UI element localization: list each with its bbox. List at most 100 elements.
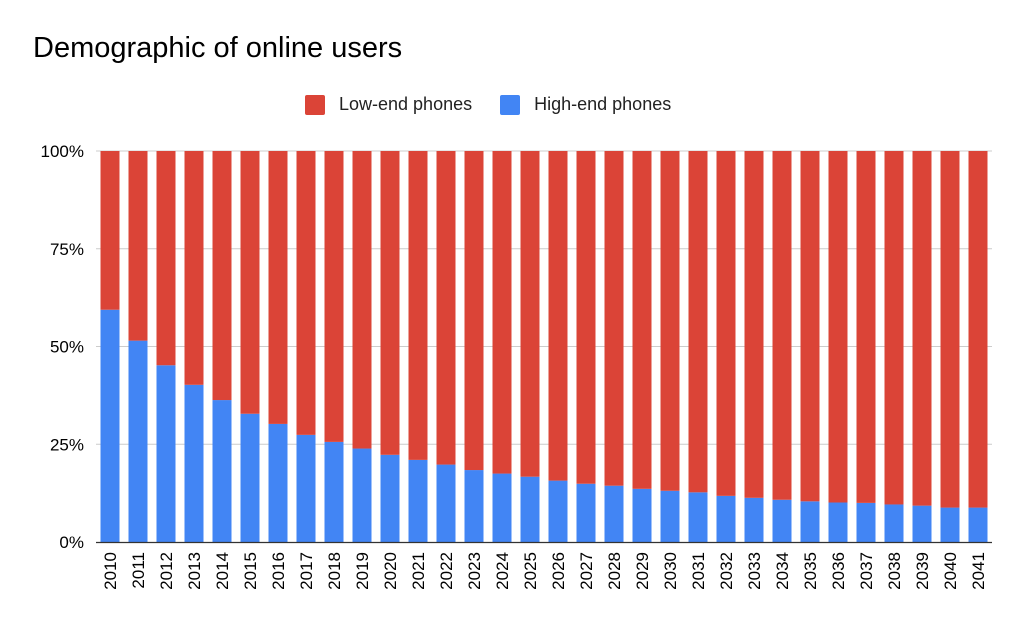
bar-high-end-2012 — [156, 365, 176, 542]
bar-high-end-2033 — [744, 497, 764, 542]
x-tick-label: 2036 — [829, 552, 848, 590]
legend-swatch-high-end — [500, 94, 521, 115]
bars — [100, 151, 988, 542]
bar-low-end-2015 — [240, 151, 260, 414]
bar-high-end-2025 — [520, 476, 540, 542]
x-tick-label: 2041 — [969, 552, 988, 590]
y-tick-label: 25% — [50, 435, 84, 454]
x-tick-label: 2026 — [549, 552, 568, 590]
x-tick-label: 2029 — [633, 552, 652, 590]
x-tick-label: 2027 — [577, 552, 596, 590]
bar-high-end-2037 — [856, 502, 876, 542]
bar-low-end-2012 — [156, 151, 176, 366]
y-tick-label: 50% — [50, 338, 84, 357]
bar-low-end-2033 — [744, 151, 764, 498]
bar-high-end-2014 — [212, 400, 232, 542]
bar-high-end-2039 — [912, 505, 932, 542]
y-tick-label: 75% — [50, 240, 84, 259]
x-tick-label: 2020 — [381, 552, 400, 590]
bar-low-end-2024 — [492, 151, 512, 474]
x-tick-label: 2028 — [605, 552, 624, 590]
bar-high-end-2034 — [772, 499, 792, 542]
x-tick-label: 2031 — [689, 552, 708, 590]
x-tick-label: 2023 — [465, 552, 484, 590]
bar-low-end-2028 — [604, 151, 624, 486]
bar-low-end-2036 — [828, 151, 848, 503]
x-tick-label: 2025 — [521, 552, 540, 590]
bar-low-end-2031 — [688, 151, 708, 493]
bar-high-end-2029 — [632, 488, 652, 542]
bar-high-end-2018 — [324, 441, 344, 542]
bar-high-end-2035 — [800, 501, 820, 542]
x-tick-label: 2016 — [269, 552, 288, 590]
x-tick-label: 2013 — [185, 552, 204, 590]
y-tick-label: 100% — [41, 142, 84, 161]
bar-high-end-2030 — [660, 490, 680, 542]
bar-high-end-2032 — [716, 495, 736, 542]
bar-low-end-2011 — [128, 151, 148, 341]
x-tick-label: 2037 — [857, 552, 876, 590]
bar-low-end-2034 — [772, 151, 792, 500]
bar-low-end-2038 — [884, 151, 904, 505]
bar-low-end-2010 — [100, 151, 120, 310]
bar-low-end-2035 — [800, 151, 820, 502]
x-tick-label: 2014 — [213, 552, 232, 590]
legend-label-low-end: Low-end phones — [339, 94, 473, 114]
bar-low-end-2017 — [296, 151, 316, 435]
chart-title: Demographic of online users — [33, 32, 403, 64]
bar-low-end-2025 — [520, 151, 540, 477]
bar-low-end-2016 — [268, 151, 288, 424]
x-tick-label: 2015 — [241, 552, 260, 590]
bar-high-end-2027 — [576, 483, 596, 542]
x-tick-label: 2012 — [157, 552, 176, 590]
bar-high-end-2013 — [184, 384, 204, 542]
bar-low-end-2019 — [352, 151, 372, 449]
x-tick-label: 2021 — [409, 552, 428, 590]
legend-label-high-end: High-end phones — [534, 94, 672, 114]
x-tick-label: 2038 — [885, 552, 904, 590]
bar-low-end-2039 — [912, 151, 932, 506]
y-tick-labels: 0% 25% 50% 75% 100% — [41, 142, 84, 552]
bar-high-end-2031 — [688, 492, 708, 542]
x-tick-label: 2024 — [493, 552, 512, 590]
bar-high-end-2028 — [604, 485, 624, 542]
bar-high-end-2038 — [884, 504, 904, 542]
bar-high-end-2041 — [968, 507, 988, 542]
bar-high-end-2036 — [828, 502, 848, 542]
x-tick-label: 2019 — [353, 552, 372, 590]
y-tick-label: 0% — [59, 533, 84, 552]
x-tick-label: 2035 — [801, 552, 820, 590]
legend-item-high-end: High-end phones — [500, 94, 671, 115]
bar-high-end-2017 — [296, 434, 316, 542]
bar-low-end-2037 — [856, 151, 876, 503]
bar-low-end-2026 — [548, 151, 568, 481]
x-tick-label: 2017 — [297, 552, 316, 590]
legend-item-low-end: Low-end phones — [305, 94, 472, 115]
bar-high-end-2023 — [464, 470, 484, 542]
x-tick-labels: 2010 2011 2012 2013 2014 2015 2016 2017 2018 2019… — [101, 552, 988, 590]
bar-low-end-2032 — [716, 151, 736, 496]
x-tick-label: 2039 — [913, 552, 932, 590]
bar-low-end-2023 — [464, 151, 484, 471]
bar-high-end-2022 — [436, 464, 456, 542]
bar-low-end-2013 — [184, 151, 204, 385]
x-tick-label: 2010 — [101, 552, 120, 590]
bar-high-end-2024 — [492, 473, 512, 542]
bar-low-end-2021 — [408, 151, 428, 460]
x-tick-label: 2033 — [745, 552, 764, 590]
bar-low-end-2030 — [660, 151, 680, 491]
legend-swatch-low-end — [305, 94, 325, 115]
bar-high-end-2011 — [128, 340, 148, 542]
x-tick-label: 2018 — [325, 552, 344, 590]
bar-low-end-2027 — [576, 151, 596, 484]
x-tick-label: 2040 — [941, 552, 960, 590]
bar-high-end-2019 — [352, 448, 372, 542]
bar-high-end-2016 — [268, 423, 288, 542]
bar-high-end-2026 — [548, 480, 568, 542]
bar-high-end-2021 — [408, 459, 428, 542]
x-tick-label: 2032 — [717, 552, 736, 590]
bar-low-end-2022 — [436, 151, 456, 465]
x-tick-label: 2022 — [437, 552, 456, 590]
